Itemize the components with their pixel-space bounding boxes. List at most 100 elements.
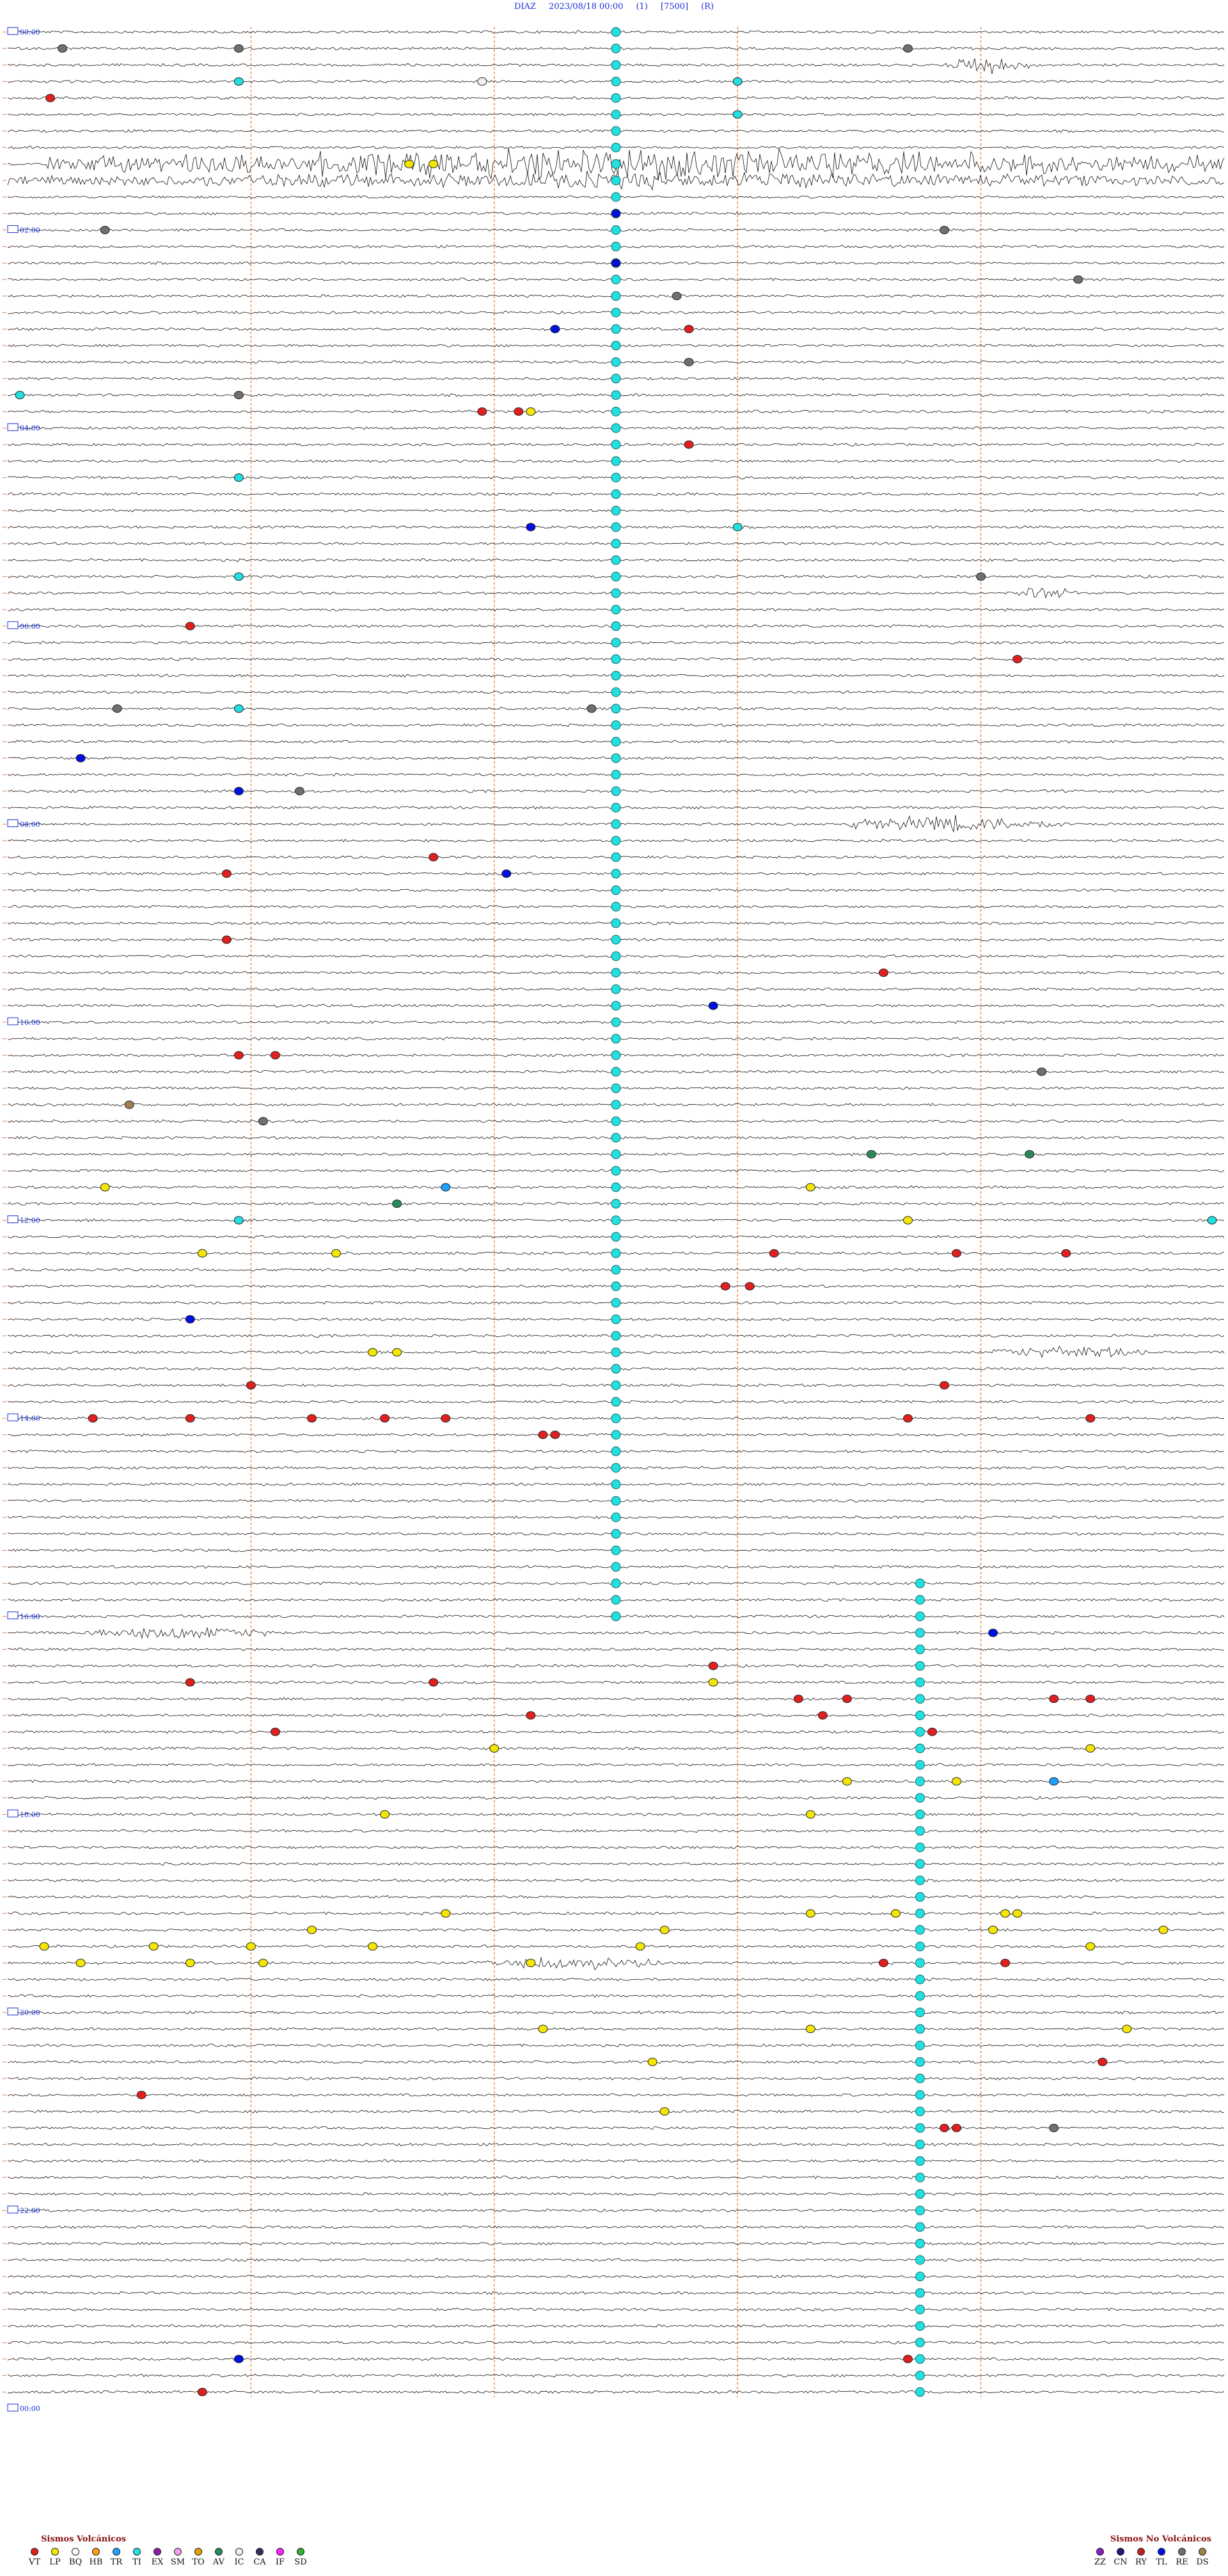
- seismic-trace: [7, 2110, 1225, 2114]
- event-marker-RE: [100, 226, 110, 235]
- event-marker-VT: [793, 1695, 803, 1703]
- event-marker-TI: [915, 1859, 925, 1869]
- hour-label-box: [7, 819, 19, 827]
- event-marker-LP: [489, 1744, 500, 1753]
- legend-nonvolcanic-item-ds: DS: [1193, 2548, 1211, 2567]
- event-marker-TI: [611, 1166, 621, 1176]
- event-marker-TI: [915, 1776, 925, 1787]
- hour-label: 20:00: [20, 2009, 40, 2017]
- event-marker-VT: [720, 1282, 730, 1291]
- event-marker-TI: [611, 1149, 621, 1159]
- seismic-trace: [7, 2093, 1225, 2097]
- event-marker-LP: [100, 1183, 110, 1192]
- seismic-trace: [7, 1779, 1225, 1783]
- legend-code: TO: [192, 2557, 205, 2567]
- event-marker-VT: [477, 407, 487, 416]
- legend-nonvolcanic-item-re: RE: [1173, 2548, 1191, 2567]
- event-marker-LP: [246, 1942, 256, 1951]
- legend-code: SD: [294, 2557, 307, 2567]
- event-marker-TI: [915, 1991, 925, 2001]
- seismic-trace: [7, 2241, 1225, 2246]
- event-marker-LP: [429, 159, 439, 168]
- legend-volcanic-item-ti: TI: [128, 2548, 146, 2567]
- seismic-trace: [8, 1763, 1225, 1767]
- event-marker-VT: [185, 1678, 195, 1687]
- legend-swatch: [72, 2548, 79, 2556]
- event-marker-LP: [952, 1777, 962, 1786]
- event-marker-TI: [611, 1380, 621, 1391]
- seismic-trace: [7, 1812, 1225, 1817]
- event-marker-VT: [952, 1249, 962, 1258]
- event-marker-LP: [368, 1348, 378, 1357]
- event-marker-TL: [988, 1629, 998, 1638]
- event-marker-TI: [915, 1974, 925, 1984]
- event-marker-TI: [915, 2206, 925, 2216]
- event-marker-LP: [526, 1959, 536, 1968]
- event-marker-TI: [611, 1364, 621, 1374]
- legend-nonvolcanic-item-zz: ZZ: [1091, 2548, 1109, 2567]
- event-marker-TI: [233, 77, 244, 86]
- event-marker-TI: [611, 1066, 621, 1077]
- event-marker-VT: [878, 968, 888, 977]
- legend-volcanic-item-av: AV: [210, 2548, 228, 2567]
- station-name: DIAZ: [514, 2, 536, 12]
- event-marker-TI: [915, 2007, 925, 2018]
- event-marker-TI: [915, 2321, 925, 2331]
- event-marker-TI: [611, 984, 621, 994]
- legend-volcanic-title: Sismos Volcánicos: [41, 2534, 127, 2544]
- event-marker-VT: [441, 1414, 451, 1423]
- event-marker-TL: [185, 1315, 195, 1324]
- seismic-trace: [7, 1627, 1225, 1639]
- event-marker-TL: [611, 209, 621, 218]
- event-marker-TI: [233, 473, 244, 482]
- event-marker-TI: [611, 1396, 621, 1407]
- event-marker-TI: [915, 2304, 925, 2314]
- event-marker-TI: [915, 2371, 925, 2381]
- legend-volcanic-item-ca: CA: [251, 2548, 269, 2567]
- event-marker-LP: [39, 1942, 49, 1951]
- event-marker-TI: [611, 1000, 621, 1011]
- event-marker-TI: [611, 736, 621, 747]
- event-marker-TL: [611, 258, 621, 267]
- event-marker-TI: [611, 225, 621, 235]
- legend-volcanic-item-ic: IC: [230, 2548, 248, 2567]
- event-marker-LP: [368, 1942, 378, 1951]
- seismic-trace: [7, 2258, 1225, 2262]
- event-marker-LP: [1012, 1909, 1023, 1918]
- event-marker-TI: [915, 1842, 925, 1853]
- event-marker-VT: [744, 1282, 755, 1291]
- event-marker-TL: [708, 1001, 718, 1010]
- legend-code: SM: [170, 2557, 185, 2567]
- legend-volcanic-item-ex: EX: [148, 2548, 166, 2567]
- event-marker-TI: [611, 1133, 621, 1143]
- event-marker-TI: [915, 1595, 925, 1605]
- event-marker-TI: [611, 241, 621, 251]
- seismic-trace: [7, 2225, 1225, 2229]
- legend-swatch: [256, 2548, 264, 2556]
- legend-volcanic-item-to: TO: [189, 2548, 207, 2567]
- plot-header: DIAZ 2023/08/18 00:00 (1) [7500] (R): [0, 0, 1228, 14]
- event-marker-TI: [611, 687, 621, 697]
- hour-label: 14:00: [20, 1414, 40, 1423]
- legend-swatch: [1199, 2548, 1206, 2556]
- event-marker-IC: [477, 77, 487, 86]
- seismic-trace: [7, 2159, 1225, 2163]
- event-marker-RE: [1073, 275, 1083, 284]
- event-marker-TI: [611, 951, 621, 961]
- seismic-trace: [7, 1730, 1225, 1734]
- event-marker-TI: [611, 109, 621, 120]
- event-marker-TI: [915, 1578, 925, 1588]
- event-marker-TI: [611, 1034, 621, 1044]
- event-marker-TI: [915, 1628, 925, 1638]
- event-marker-TI: [611, 1314, 621, 1324]
- seismic-trace: [7, 1647, 1225, 1652]
- event-marker-VT: [538, 1430, 548, 1439]
- event-marker-TI: [611, 803, 621, 813]
- channel-label: (1): [636, 2, 648, 12]
- event-marker-TI: [611, 770, 621, 780]
- hour-label-box: [7, 27, 19, 35]
- event-marker-LP: [1085, 1942, 1096, 1951]
- seismic-trace: [7, 2390, 1225, 2394]
- event-marker-TI: [611, 885, 621, 896]
- event-marker-LP: [1158, 1925, 1169, 1934]
